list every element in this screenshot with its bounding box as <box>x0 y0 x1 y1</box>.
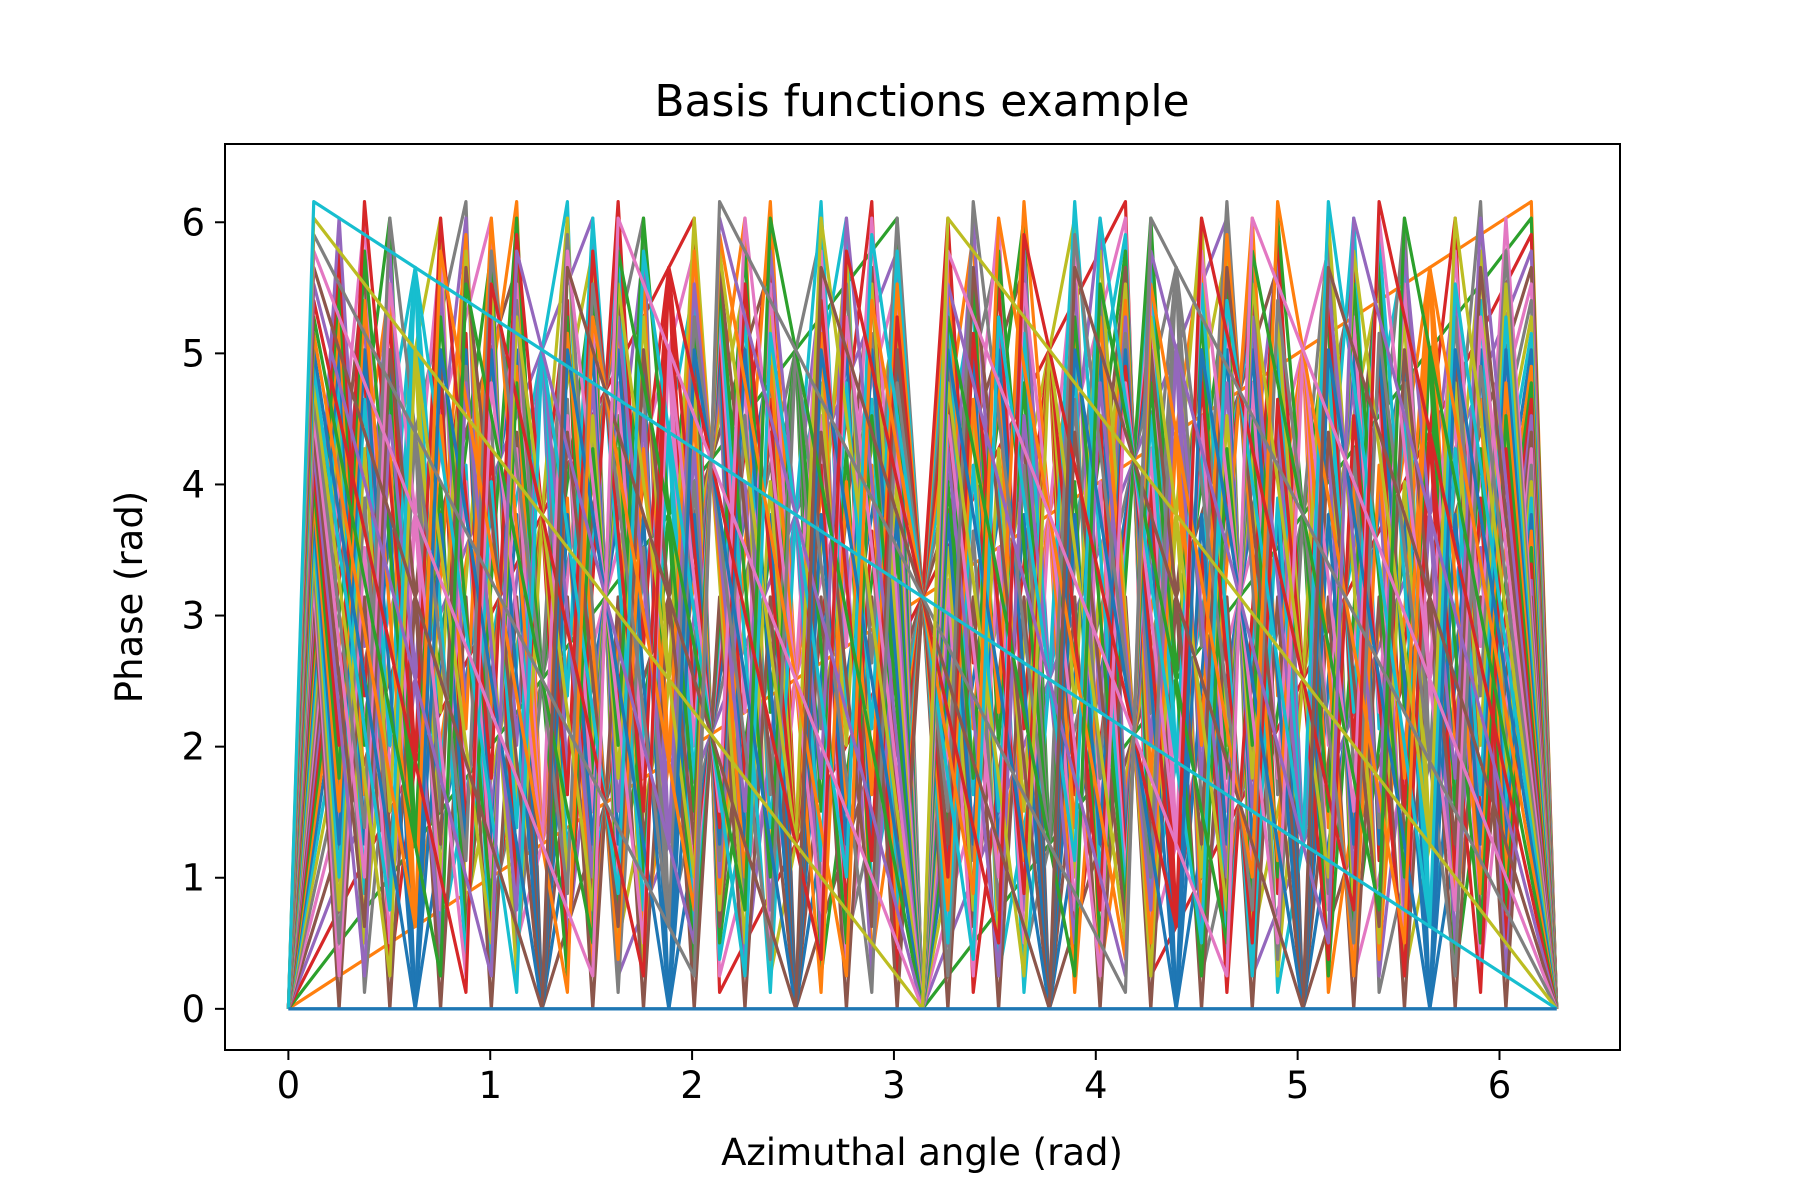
y-tick-label: 1 <box>181 857 205 900</box>
y-tick-label: 6 <box>181 201 205 244</box>
y-axis-label: Phase (rad) <box>108 491 151 703</box>
chart-title: Basis functions example <box>654 76 1189 127</box>
x-axis-label: Azimuthal angle (rad) <box>721 1131 1123 1174</box>
y-axis: 0 1 2 3 4 5 6 <box>181 201 225 1031</box>
x-tick-label: 5 <box>1286 1064 1310 1107</box>
series-line-n49 <box>286 200 1558 1011</box>
x-axis: 0 1 2 3 4 5 6 <box>277 1050 1512 1107</box>
x-tick-label: 4 <box>1084 1064 1108 1107</box>
y-tick-label: 2 <box>181 726 205 769</box>
x-tick-label: 1 <box>478 1064 502 1107</box>
y-tick-label: 3 <box>181 595 205 638</box>
x-tick-label: 2 <box>680 1064 704 1107</box>
x-tick-label: 0 <box>277 1064 301 1107</box>
series-layer <box>286 200 1559 1011</box>
y-tick-label: 5 <box>181 332 205 375</box>
y-tick-label: 4 <box>181 463 205 506</box>
plot-frame <box>224 143 1621 1051</box>
x-tick-label: 3 <box>882 1064 906 1107</box>
y-tick-label: 0 <box>181 988 205 1031</box>
x-tick-label: 6 <box>1488 1064 1512 1107</box>
